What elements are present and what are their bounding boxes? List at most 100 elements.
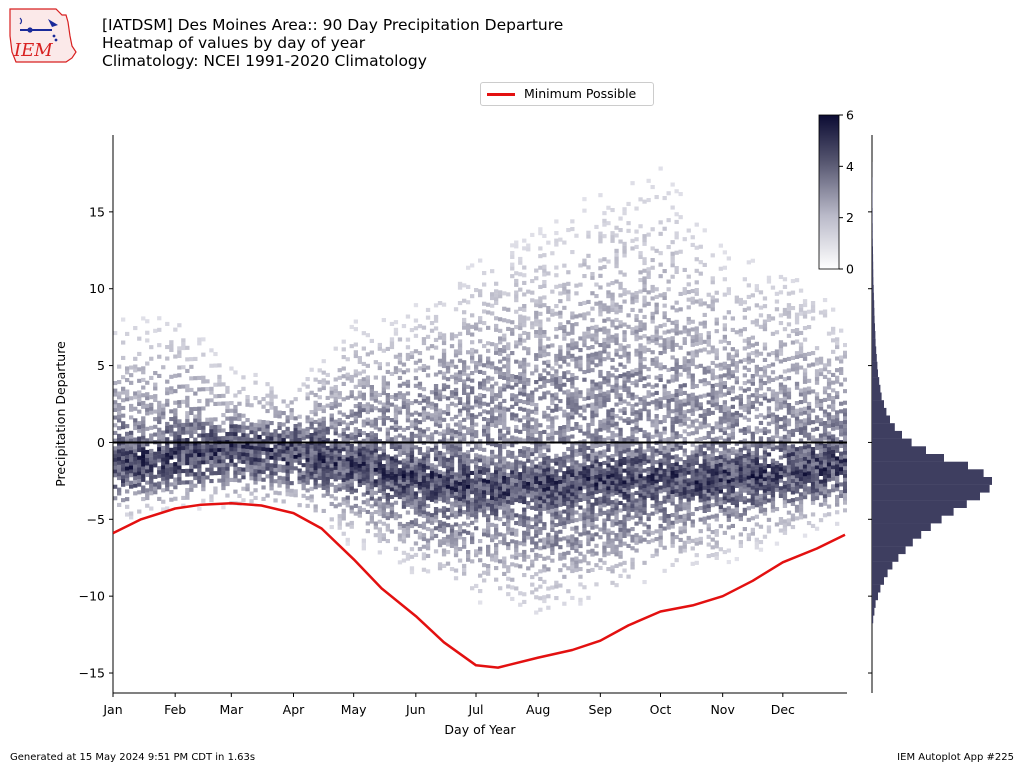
heatmap-cell xyxy=(217,374,222,379)
heatmap-cell xyxy=(385,439,390,444)
heatmap-cell xyxy=(690,396,695,401)
heatmap-cell xyxy=(494,489,499,494)
heatmap-cell xyxy=(237,390,242,395)
heatmap-cell xyxy=(514,555,519,560)
heatmap-cell xyxy=(558,460,563,465)
heatmap-cell xyxy=(329,390,334,395)
heatmap-cell xyxy=(686,505,691,510)
heatmap-cell xyxy=(377,488,382,493)
heatmap-cell xyxy=(405,449,411,454)
heatmap-cell xyxy=(654,341,659,346)
heatmap-cell xyxy=(562,501,567,506)
heatmap-cell xyxy=(137,351,142,356)
heatmap-cell xyxy=(257,461,262,466)
heatmap-cell xyxy=(265,393,270,398)
heatmap-cell xyxy=(558,291,563,296)
heatmap-cell xyxy=(462,364,467,369)
heatmap-cell xyxy=(462,325,467,330)
heatmap-cell xyxy=(470,532,475,537)
heatmap-cell xyxy=(401,427,407,432)
heatmap-cell xyxy=(445,538,451,543)
heatmap-cell xyxy=(510,320,515,325)
heatmap-cell xyxy=(482,309,487,314)
heatmap-cell xyxy=(157,481,162,486)
heatmap-cell xyxy=(401,381,407,386)
heatmap-cell xyxy=(538,423,543,428)
heatmap-cell xyxy=(566,535,571,540)
heatmap-cell xyxy=(470,501,475,506)
heatmap-cell xyxy=(502,445,507,450)
heatmap-cell xyxy=(482,578,487,583)
heatmap-cell xyxy=(297,460,302,465)
heatmap-cell xyxy=(514,436,519,441)
heatmap-cell xyxy=(125,477,130,482)
heatmap-cell xyxy=(510,481,515,486)
heatmap-cell xyxy=(682,463,687,468)
heatmap-cell xyxy=(393,462,399,467)
heatmap-cell xyxy=(301,463,306,468)
heatmap-cell xyxy=(674,308,679,313)
heatmap-cell xyxy=(445,496,451,501)
heatmap-cell xyxy=(201,437,206,442)
heatmap-cell xyxy=(229,435,234,440)
heatmap-cell xyxy=(650,465,655,470)
heatmap-cell xyxy=(425,457,431,462)
heatmap-cell xyxy=(409,451,415,456)
heatmap-cell xyxy=(570,442,575,447)
heatmap-cell xyxy=(301,474,306,479)
heatmap-cell xyxy=(437,481,443,486)
heatmap-cell xyxy=(333,477,338,482)
heatmap-cell xyxy=(241,486,246,491)
heatmap-cell xyxy=(449,467,455,472)
heatmap-cell xyxy=(478,600,483,605)
heatmap-cell xyxy=(510,374,515,379)
heatmap-cell xyxy=(686,516,691,521)
heatmap-cell xyxy=(538,254,543,259)
heatmap-cell xyxy=(482,363,487,368)
heatmap-cell xyxy=(654,487,659,492)
heatmap-cell xyxy=(502,349,507,354)
heatmap-cell xyxy=(482,470,487,475)
heatmap-cell xyxy=(490,476,495,481)
heatmap-cell xyxy=(618,500,623,505)
heatmap-cell xyxy=(550,381,555,386)
heatmap-cell xyxy=(329,386,334,391)
heatmap-cell xyxy=(297,449,302,454)
heatmap-cell xyxy=(686,535,691,540)
heatmap-cell xyxy=(586,353,591,358)
heatmap-cell xyxy=(506,365,511,370)
heatmap-cell xyxy=(606,532,611,537)
heatmap-cell xyxy=(614,498,619,503)
heatmap-cell xyxy=(457,347,463,352)
heatmap-cell xyxy=(433,372,439,377)
heatmap-cell xyxy=(546,567,551,572)
heatmap-cell xyxy=(229,447,234,452)
heatmap-cell xyxy=(433,514,439,519)
heatmap-cell xyxy=(506,542,511,547)
heatmap-cell xyxy=(209,448,214,453)
heatmap-cell xyxy=(690,411,695,416)
heatmap-cell xyxy=(297,468,302,473)
heatmap-cell xyxy=(381,417,386,422)
heatmap-cell xyxy=(165,437,170,442)
heatmap-cell xyxy=(658,489,663,494)
heatmap-cell xyxy=(562,436,567,441)
heatmap-cell xyxy=(558,310,563,315)
heatmap-cell xyxy=(341,381,346,386)
heatmap-cell xyxy=(261,496,266,501)
heatmap-cell xyxy=(433,414,439,419)
heatmap-cell xyxy=(526,435,531,440)
heatmap-cell xyxy=(626,470,631,475)
heatmap-cell xyxy=(558,556,563,561)
heatmap-cell xyxy=(221,436,226,441)
heatmap-cell xyxy=(417,500,423,505)
heatmap-cell xyxy=(217,382,222,387)
heatmap-cell xyxy=(594,413,599,418)
heatmap-cell xyxy=(542,537,547,542)
heatmap-cell xyxy=(337,487,342,492)
heatmap-cell xyxy=(470,486,475,491)
heatmap-cell xyxy=(618,324,623,329)
heatmap-cell xyxy=(574,425,579,430)
heatmap-cell xyxy=(253,480,258,485)
heatmap-cell xyxy=(674,462,679,467)
